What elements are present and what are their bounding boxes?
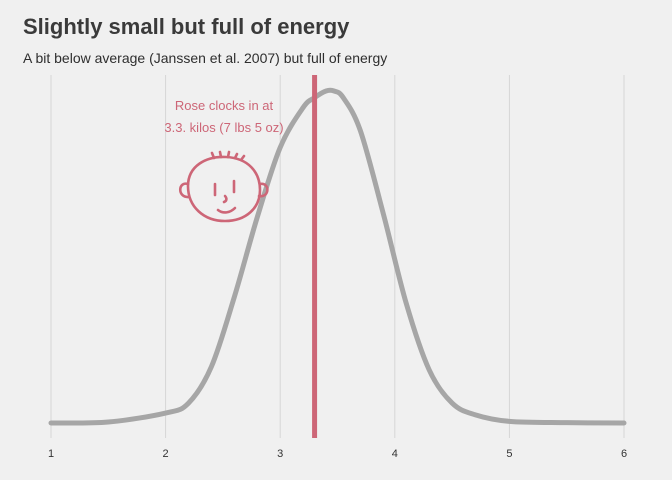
x-tick-label: 1 (48, 448, 54, 460)
x-tick-label: 5 (506, 448, 512, 460)
chart-title: Slightly small but full of energy (23, 14, 350, 39)
baby-face-icon (178, 150, 269, 223)
grid-lines (50, 75, 625, 438)
density-curve (48, 87, 627, 426)
annotation-line-1: Rose clocks in at (175, 98, 274, 113)
annotation-line-2: 3.3. kilos (7 lbs 5 oz) (164, 120, 283, 135)
x-tick-label: 2 (163, 448, 169, 460)
x-axis-ticks: 1 2 3 4 5 6 (48, 448, 627, 460)
chart-subtitle: A bit below average (Janssen et al. 2007… (23, 50, 388, 66)
x-tick-label: 6 (621, 448, 627, 460)
x-tick-label: 4 (392, 448, 398, 460)
x-tick-label: 3 (277, 448, 283, 460)
